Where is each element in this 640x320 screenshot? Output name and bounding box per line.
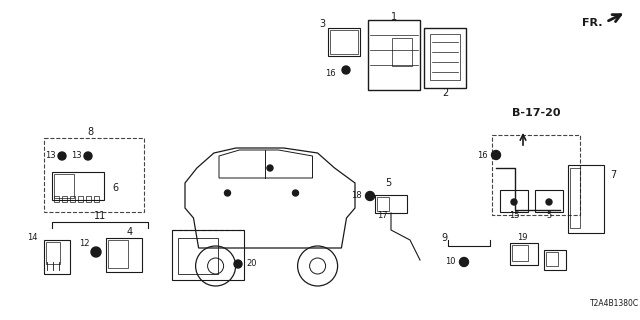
Bar [178,238,218,274]
Bar [570,168,580,228]
Text: 7: 7 [610,170,616,180]
Bar [330,30,358,54]
Bar [512,245,528,261]
Bar [44,240,70,274]
Bar [44,138,144,212]
Text: 2: 2 [442,88,448,98]
Bar [368,20,420,90]
Bar [86,196,91,202]
Text: 13: 13 [72,150,82,159]
Bar [172,230,244,280]
Bar [108,240,128,268]
Bar [510,243,538,265]
Text: FR.: FR. [582,18,602,28]
Text: 13: 13 [45,150,56,159]
Circle shape [342,66,350,74]
Bar [424,28,466,88]
Circle shape [546,199,552,205]
Bar [54,174,74,198]
Bar [535,190,563,212]
Bar [46,242,60,264]
Text: 11: 11 [94,211,106,221]
Text: 5: 5 [385,178,391,188]
Circle shape [267,165,273,171]
Bar [568,165,604,233]
Text: 4: 4 [127,227,133,237]
Text: 20: 20 [246,260,257,268]
Bar [430,34,460,80]
Bar [375,195,407,213]
Bar [328,28,360,56]
Bar [94,196,99,202]
Text: 18: 18 [351,191,362,201]
Bar [500,190,528,212]
Bar [52,172,104,200]
Circle shape [511,199,517,205]
Circle shape [225,190,230,196]
Circle shape [292,190,298,196]
Circle shape [234,260,242,268]
Text: 14: 14 [28,234,38,243]
Circle shape [365,191,374,201]
Bar [392,38,412,66]
Text: 9: 9 [442,233,448,243]
Circle shape [84,152,92,160]
Bar [54,196,59,202]
Text: 5: 5 [547,212,552,220]
Text: 8: 8 [87,127,93,137]
Bar [70,196,75,202]
Text: 3: 3 [319,19,325,29]
Text: 16: 16 [325,68,336,77]
Text: 17: 17 [377,212,387,220]
Circle shape [492,150,500,159]
Bar [492,135,580,215]
Text: 12: 12 [79,239,90,249]
Text: 16: 16 [477,150,488,159]
Bar [377,197,389,211]
Bar [544,250,566,270]
Text: 10: 10 [445,258,456,267]
Circle shape [58,152,66,160]
Circle shape [91,247,101,257]
Bar [62,196,67,202]
Text: T2A4B1380C: T2A4B1380C [590,299,639,308]
Text: B-17-20: B-17-20 [512,108,561,118]
Bar [546,252,558,266]
Circle shape [460,258,468,267]
Text: 6: 6 [112,183,118,193]
Text: 1: 1 [391,12,397,22]
Bar [106,238,142,272]
Text: 15: 15 [509,212,519,220]
Text: 19: 19 [516,234,527,243]
Bar [78,196,83,202]
